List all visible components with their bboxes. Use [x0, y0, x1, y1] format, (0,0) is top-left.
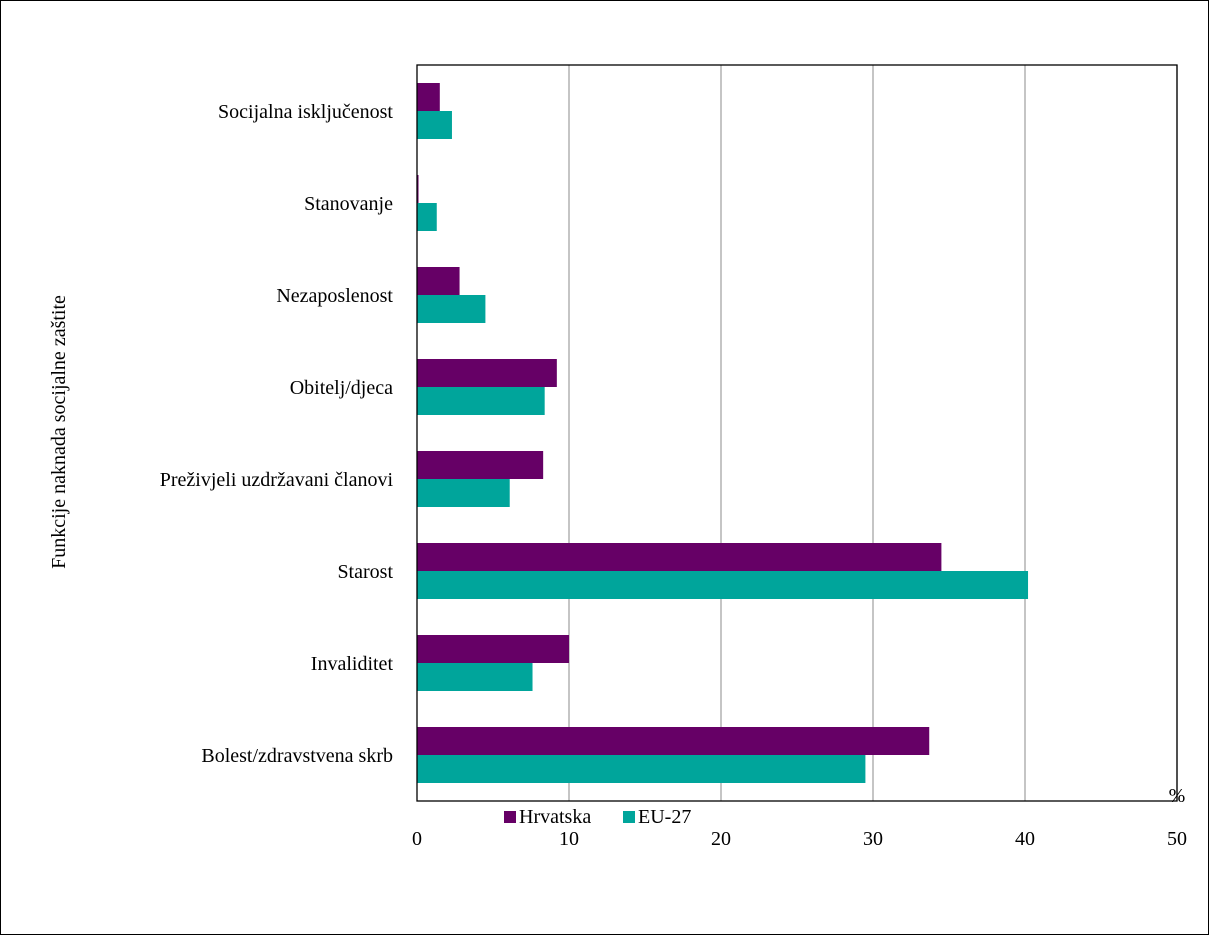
category-labels: Socijalna isključenost Stanovanje Nezaposl… — [160, 101, 394, 767]
axes — [416, 64, 1178, 802]
category-label: Socijalna isključenost — [218, 101, 393, 123]
bar-eu27 — [417, 387, 545, 415]
x-tick-label: 20 — [711, 828, 731, 850]
plot-area-border — [416, 64, 1178, 802]
category-label: Invaliditet — [311, 653, 394, 675]
bar-eu27 — [417, 479, 510, 507]
bar-hrvatska — [417, 175, 419, 203]
x-tick-label: 10 — [559, 828, 579, 850]
bar-eu27 — [417, 663, 533, 691]
x-tick-labels: 0 10 20 30 40 50 — [412, 828, 1187, 850]
x-tick-label: 0 — [412, 828, 422, 850]
bars — [417, 83, 1029, 783]
bar-eu27 — [417, 755, 866, 783]
category-label: Nezaposlenost — [276, 285, 393, 307]
bar-hrvatska — [417, 451, 544, 479]
legend: Hrvatska EU-27 — [504, 806, 691, 828]
bar-hrvatska — [417, 727, 930, 755]
legend-swatch — [623, 811, 635, 823]
bar-hrvatska — [417, 267, 460, 295]
gridlines — [568, 65, 1178, 801]
x-tick-label: 40 — [1015, 828, 1035, 850]
x-tick-label: 30 — [863, 828, 883, 850]
category-label: Stanovanje — [304, 193, 393, 215]
category-label: Preživjeli uzdržavani članovi — [160, 469, 394, 491]
x-tick-label: 50 — [1167, 828, 1187, 850]
legend-label: EU-27 — [638, 806, 691, 828]
bar-hrvatska — [417, 83, 440, 111]
category-label: Starost — [337, 561, 393, 583]
bar-eu27 — [417, 203, 437, 231]
legend-swatch — [504, 811, 516, 823]
x-axis-unit-label: % — [1169, 785, 1186, 807]
bar-eu27 — [417, 111, 452, 139]
bar-hrvatska — [417, 359, 557, 387]
category-label: Bolest/zdravstvena skrb — [201, 745, 393, 767]
bar-eu27 — [417, 571, 1029, 599]
bar-eu27 — [417, 295, 486, 323]
y-axis-label: Funkcije naknada socijalne zaštite — [48, 295, 70, 569]
bar-hrvatska — [417, 635, 569, 663]
category-label: Obitelj/djeca — [290, 377, 393, 399]
legend-label: Hrvatska — [519, 806, 591, 828]
bar-hrvatska — [417, 543, 942, 571]
